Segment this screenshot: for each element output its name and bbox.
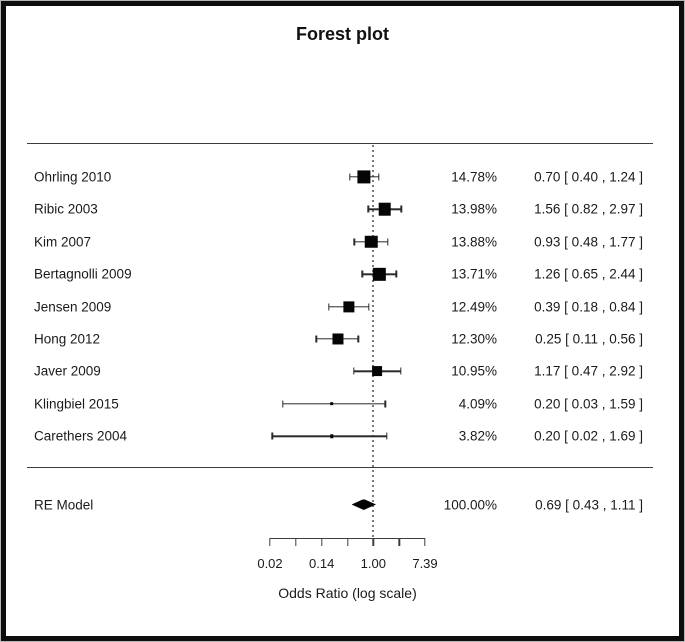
axis-tick-label: 1.00	[360, 556, 386, 571]
study-label: Jensen 2009	[34, 299, 112, 315]
axis-title: Odds Ratio (log scale)	[278, 585, 417, 601]
estimate-value: 0.20 [ 0.03 , 1.59 ]	[534, 396, 643, 412]
ci-cap-left	[353, 238, 356, 246]
effect-square	[373, 268, 386, 281]
ci-cap-right	[386, 432, 388, 440]
weight-value: 13.88%	[451, 234, 497, 250]
axis-tick	[295, 538, 297, 546]
estimate-value: 0.20 [ 0.02 , 1.69 ]	[534, 428, 643, 444]
ci-cap-left	[315, 335, 317, 343]
plot-title: Forest plot	[296, 24, 389, 44]
study-label: Ohrling 2010	[34, 169, 112, 185]
weight-value: 4.09%	[458, 396, 497, 412]
ci-bar	[282, 403, 386, 405]
estimate-value: 1.56 [ 0.82 , 2.97 ]	[534, 201, 643, 217]
ci-cap-left	[328, 303, 330, 311]
summary-estimate: 0.69 [ 0.43 , 1.11 ]	[535, 497, 643, 512]
ci-cap-right	[395, 270, 398, 278]
ci-cap-right	[378, 173, 380, 181]
effect-square	[378, 203, 392, 216]
effect-square	[330, 434, 334, 438]
ci-cap-right	[400, 205, 403, 213]
study-label: Ribic 2003	[34, 201, 98, 217]
header-separator	[27, 143, 653, 144]
ci-cap-left	[367, 205, 369, 213]
study-label: Javer 2009	[34, 363, 101, 379]
weight-value: 13.98%	[451, 201, 497, 217]
effect-square	[372, 366, 383, 377]
weight-value: 13.71%	[451, 266, 497, 282]
weight-value: 10.95%	[451, 363, 497, 379]
ci-cap-left	[361, 270, 363, 278]
ci-bar	[272, 435, 387, 437]
ci-cap-left	[353, 367, 355, 375]
ci-cap-right	[400, 367, 402, 375]
axis-tick	[320, 538, 323, 546]
reference-line	[372, 145, 374, 538]
footer-separator	[27, 467, 653, 468]
effect-square	[343, 300, 355, 313]
summary-weight: 100.00%	[443, 497, 497, 512]
ci-cap-right	[384, 400, 387, 408]
axis-tick-label: 7.39	[412, 556, 438, 571]
study-label: Bertagnolli 2009	[34, 266, 132, 282]
ci-cap-right	[368, 303, 370, 311]
axis-tick-label: 0.14	[309, 556, 335, 571]
summary-diamond	[351, 499, 376, 510]
weight-value: 3.82%	[458, 428, 497, 444]
ci-cap-left	[348, 173, 351, 181]
ci-cap-right	[387, 238, 389, 246]
estimate-value: 0.70 [ 0.40 , 1.24 ]	[534, 169, 643, 185]
ci-cap-right	[357, 335, 360, 343]
study-label: Hong 2012	[34, 331, 101, 347]
axis-tick	[424, 538, 426, 546]
axis-tick	[346, 538, 349, 546]
weight-value: 14.78%	[451, 169, 497, 185]
weight-value: 12.30%	[451, 331, 497, 347]
effect-square	[365, 235, 378, 249]
ci-cap-left	[282, 400, 284, 408]
axis-tick	[372, 538, 375, 546]
axis-tick-label: 0.02	[257, 556, 283, 571]
estimate-value: 0.39 [ 0.18 , 0.84 ]	[534, 299, 643, 315]
axis-tick	[269, 538, 271, 546]
weight-value: 12.49%	[451, 299, 497, 315]
effect-square	[329, 401, 334, 406]
estimate-value: 0.25 [ 0.11 , 0.56 ]	[535, 331, 643, 347]
estimate-value: 0.93 [ 0.48 , 1.77 ]	[534, 234, 643, 250]
study-label: Klingbiel 2015	[34, 396, 119, 412]
effect-square	[357, 170, 371, 184]
ci-cap-left	[271, 432, 273, 440]
summary-label: RE Model	[34, 497, 94, 512]
estimate-value: 1.26 [ 0.65 , 2.44 ]	[534, 266, 643, 282]
study-label: Kim 2007	[34, 234, 92, 250]
effect-square	[331, 333, 344, 345]
study-label: Carethers 2004	[34, 428, 128, 444]
axis-tick	[398, 538, 400, 546]
estimate-value: 1.17 [ 0.47 , 2.92 ]	[534, 363, 643, 379]
